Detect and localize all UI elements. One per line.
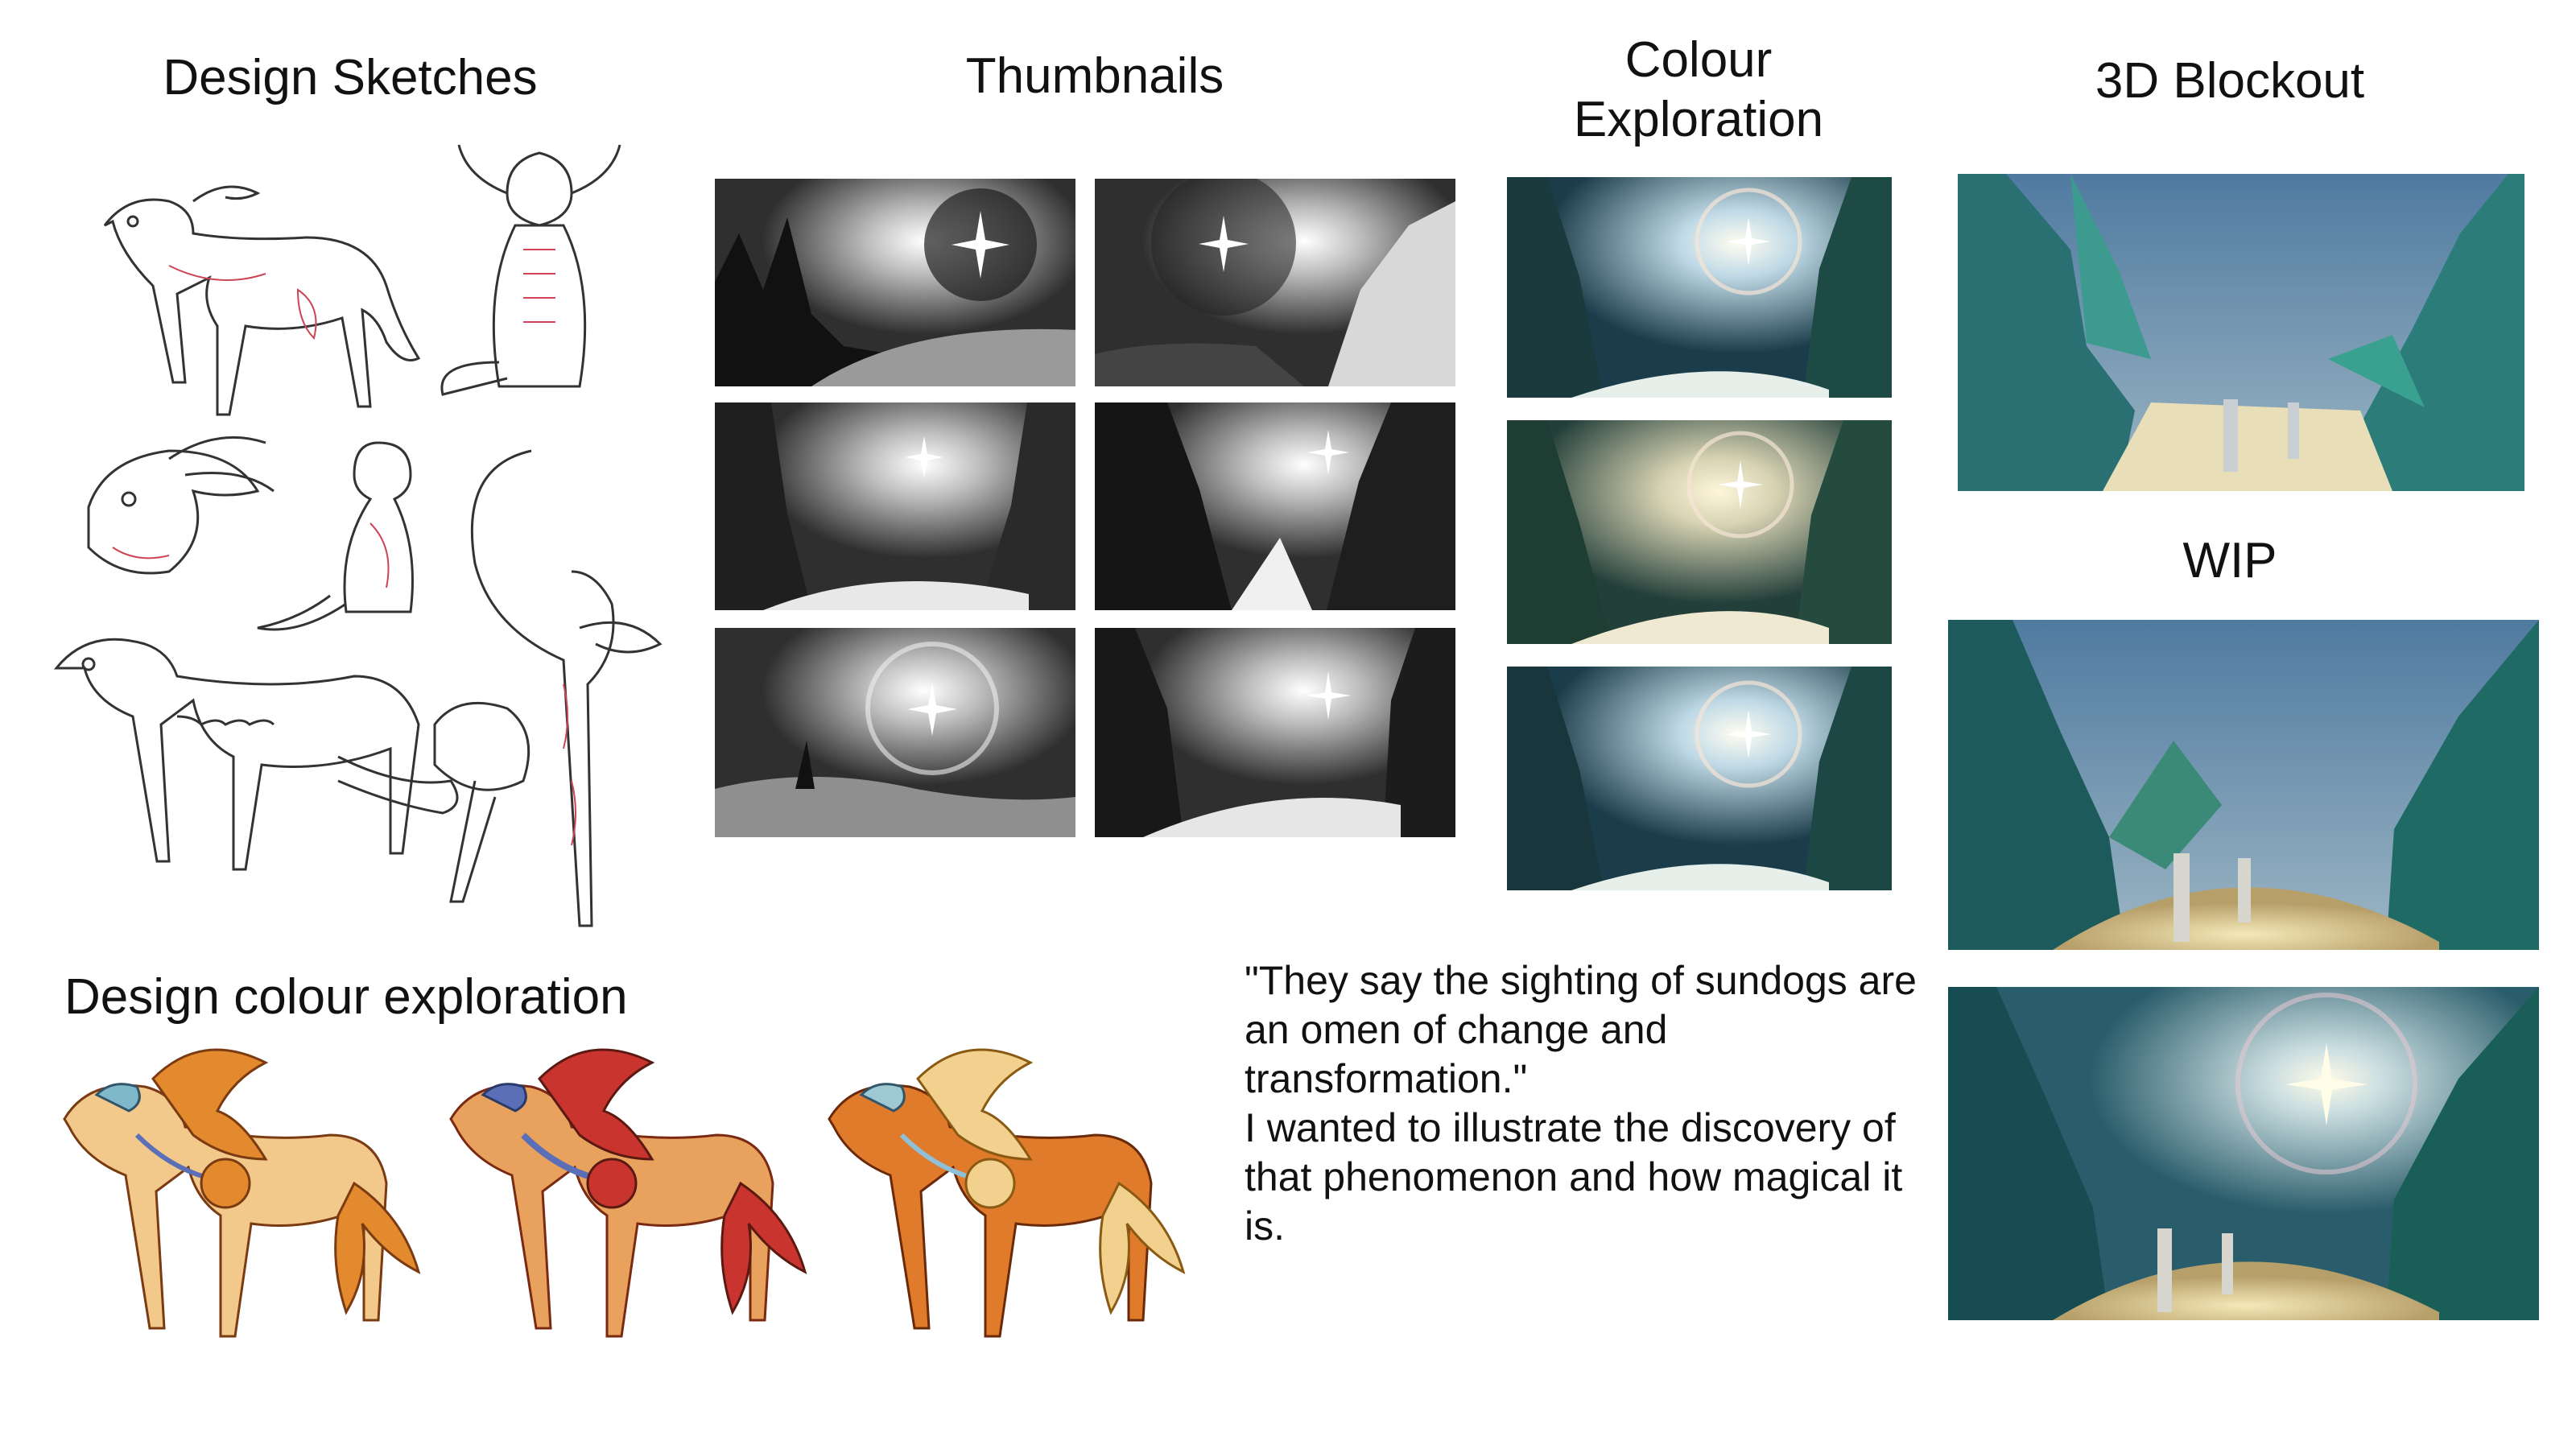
- wip-render-1: [1948, 620, 2539, 950]
- thumbnail-2: [1095, 179, 1455, 386]
- sketch-creature-standing: [72, 169, 427, 435]
- colour-creature-2: [427, 1046, 813, 1352]
- sketch-creature-long-tail: [402, 443, 684, 942]
- sketch-creature-small-sitting: [250, 427, 475, 652]
- colour-exploration-2: [1507, 420, 1892, 644]
- thumbnail-1: [715, 179, 1075, 386]
- blockout-3d-render: [1958, 174, 2524, 491]
- thumbnail-5: [715, 628, 1075, 837]
- quote-text: "They say the sighting of sundogs are an…: [1245, 956, 1937, 1251]
- heading-wip: WIP: [2182, 533, 2277, 588]
- colour-creature-1: [40, 1046, 427, 1352]
- colour-exploration-3: [1507, 667, 1892, 890]
- heading-colour-exploration: Colour Exploration: [1497, 31, 1900, 151]
- colour-creature-3: [805, 1046, 1191, 1352]
- sketch-creature-sitting: [419, 137, 660, 402]
- heading-colour-line2: Exploration: [1573, 92, 1824, 148]
- thumbnail-4: [1095, 402, 1455, 610]
- heading-design-colour-exploration: Design colour exploration: [64, 969, 628, 1025]
- thumbnail-3: [715, 402, 1075, 610]
- quote-paragraph-2: I wanted to illustrate the discovery of …: [1245, 1105, 1903, 1249]
- colour-exploration-1: [1507, 177, 1892, 398]
- thumbnail-6: [1095, 628, 1455, 837]
- heading-3d-blockout: 3D Blockout: [2095, 53, 2365, 109]
- heading-design-sketches: Design Sketches: [163, 50, 538, 105]
- heading-thumbnails: Thumbnails: [965, 48, 1224, 104]
- wip-render-2: [1948, 987, 2539, 1320]
- sketch-creature-head: [72, 435, 282, 596]
- sketch-creature-long-standing: [40, 620, 475, 918]
- heading-colour-line1: Colour: [1624, 32, 1773, 88]
- quote-paragraph-1: "They say the sighting of sundogs are an…: [1245, 958, 1917, 1101]
